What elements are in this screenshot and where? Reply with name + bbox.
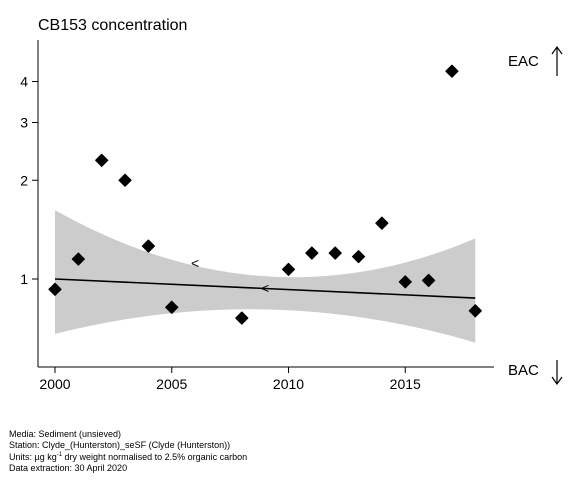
units-superscript: -1 [56,452,63,458]
y-tick-label-3: 3 [20,115,28,131]
y-tick-label-2: 2 [20,172,28,188]
data-point-2004 [141,239,155,253]
data-point-2014 [375,216,389,230]
data-point-2018 [468,304,482,318]
annotation-less-than-1: < [191,255,199,271]
confidence-band [55,210,476,343]
units-suffix: dry weight normalised to 2.5% organic ca… [62,452,248,462]
reference-arrowhead-eac [551,45,563,55]
data-point-2011 [305,246,319,260]
data-point-2012 [328,246,342,260]
media-line: Media: Sediment (unsieved) [9,429,122,439]
data-point-2003 [118,173,132,187]
chart-title: CB153 concentration [38,17,188,34]
x-tick-label-2010: 2010 [273,376,304,392]
data-point-2002 [95,153,109,167]
data-point-2015 [398,275,412,289]
data-point-2008 [235,311,249,325]
reference-label-eac: EAC [508,53,539,70]
data-point-2005 [165,300,179,314]
annotation-less-than-2: < [261,280,269,296]
data-point-2010 [281,262,296,276]
x-tick-label-2005: 2005 [156,376,187,392]
reference-label-bac: BAC [508,362,539,379]
trend-line [54,278,476,299]
station-line: Station: Clyde_(Hunterston)_seSF (Clyde … [9,439,231,450]
x-tick-label-2015: 2015 [390,376,421,392]
data-point-2017 [445,64,459,78]
y-tick-label-4: 4 [20,74,28,90]
units-line: Units: µg kg-1 dry weight normalised to … [9,450,247,463]
chart-metadata: Media: Sediment (unsieved) Station: Clyd… [9,429,247,473]
x-tick-label-2000: 2000 [39,376,70,392]
data-point-2016 [422,273,436,288]
extraction-line: Data extraction: 30 April 2020 [9,462,128,473]
data-point-2013 [351,250,366,264]
data-point-2000 [48,282,62,296]
data-point-2001 [71,252,85,266]
units-prefix: Units: µg kg [9,452,57,462]
reference-arrowhead-bac [551,376,563,386]
y-tick-label-1: 1 [20,271,28,287]
